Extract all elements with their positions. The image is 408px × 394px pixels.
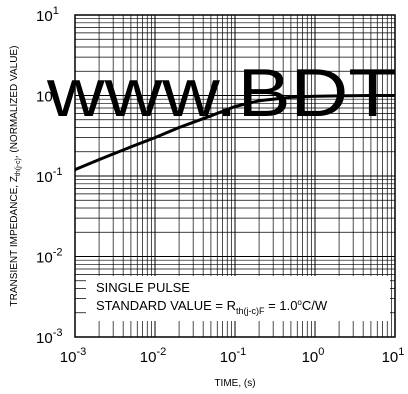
x-axis-label: TIME, (s) (214, 378, 255, 389)
y-tick-labels: 10-3 10-2 10-1 10 101 (36, 5, 62, 347)
x-tick-label: 101 (382, 346, 405, 366)
annotation-line-2: STANDARD VALUE = Rth(j-c)F = 1.0oC/W (96, 298, 328, 316)
annotation-line-1: SINGLE PULSE (96, 280, 190, 295)
y-tick-label: 10-1 (36, 166, 62, 186)
series-line (74, 94, 395, 171)
y-tick-label: 101 (36, 5, 59, 25)
x-tick-labels: 10-3 10-2 10-1 100 101 (60, 346, 405, 366)
y-tick-label: 10-3 (36, 327, 62, 347)
x-tick-label: 10-1 (220, 346, 246, 366)
annotation-box (86, 276, 390, 321)
plot-frame (74, 14, 396, 338)
y-axis-label: TRANSIENT IMPEDANCE, Zth(j-c), (NORMALIZ… (9, 46, 22, 307)
y-tick-label: 10 (36, 89, 53, 106)
x-tick-label: 10-2 (140, 346, 166, 366)
y-tick-label: 10-2 (36, 247, 62, 267)
x-tick-label: 100 (302, 346, 325, 366)
x-tick-label: 10-3 (60, 346, 86, 366)
watermark-text: www.BDT (46, 55, 397, 131)
